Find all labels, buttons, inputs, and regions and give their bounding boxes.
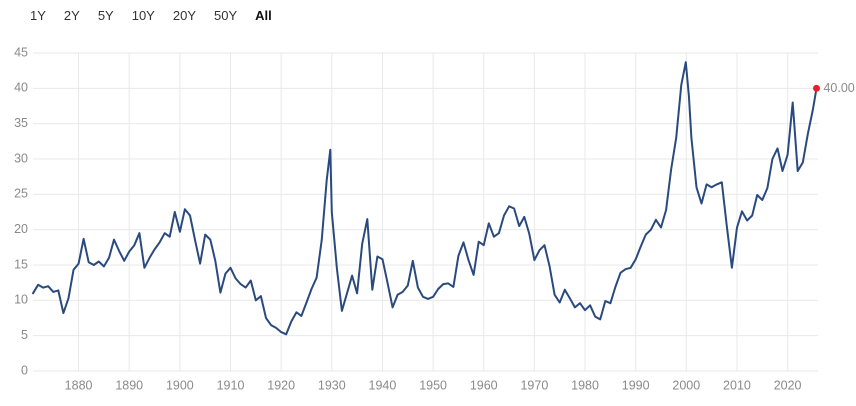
range-20y-button[interactable]: 20Y (173, 6, 196, 26)
range-10y-button[interactable]: 10Y (132, 6, 155, 26)
x-tick-label: 2020 (774, 378, 802, 392)
y-axis-ticks: 0 5 10 15 20 25 30 35 40 45 (14, 45, 28, 377)
x-tick-label: 1910 (217, 378, 245, 392)
x-tick-label: 1890 (115, 378, 143, 392)
range-5y-button[interactable]: 5Y (98, 6, 114, 26)
x-tick-label: 1980 (571, 378, 599, 392)
range-all-button[interactable]: All (255, 6, 272, 26)
range-selector: 1Y 2Y 5Y 10Y 20Y 50Y All (30, 6, 290, 26)
x-tick-label: 1940 (369, 378, 397, 392)
range-1y-button[interactable]: 1Y (30, 6, 46, 26)
x-tick-label: 1880 (65, 378, 93, 392)
x-tick-label: 2000 (672, 378, 700, 392)
last-value-label: 40.00 (823, 81, 854, 95)
x-axis-ticks: 1880 1890 1900 1910 1920 1930 1940 1950 1960 1970… (65, 378, 802, 392)
series-line (32, 61, 818, 336)
x-tick-label: 1990 (622, 378, 650, 392)
y-tick-label: 10 (14, 293, 28, 307)
x-tick-label: 1960 (470, 378, 498, 392)
range-2y-button[interactable]: 2Y (64, 6, 80, 26)
x-tick-label: 1970 (520, 378, 548, 392)
y-tick-label: 20 (14, 222, 28, 236)
range-50y-button[interactable]: 50Y (214, 6, 237, 26)
y-tick-label: 35 (14, 116, 28, 130)
x-tick-label: 1930 (318, 378, 346, 392)
x-tick-label: 1920 (267, 378, 295, 392)
x-tick-label: 1950 (419, 378, 447, 392)
y-tick-label: 40 (14, 81, 28, 95)
y-tick-label: 0 (21, 363, 28, 377)
y-tick-label: 30 (14, 151, 28, 165)
y-tick-label: 45 (14, 45, 28, 59)
x-tick-label: 1900 (166, 378, 194, 392)
y-tick-label: 5 (21, 328, 28, 342)
x-tick-label: 2010 (723, 378, 751, 392)
grid-lines (33, 52, 818, 372)
y-tick-label: 25 (14, 187, 28, 201)
y-tick-label: 15 (14, 257, 28, 271)
last-value-marker (812, 84, 820, 92)
